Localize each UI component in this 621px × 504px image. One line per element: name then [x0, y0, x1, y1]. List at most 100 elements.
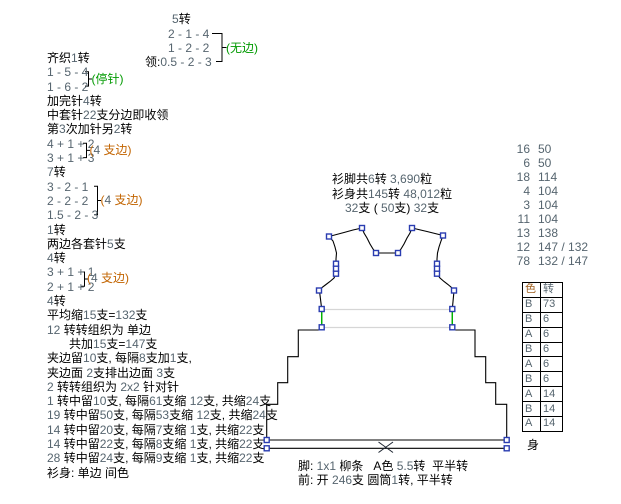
neck-bracket — [212, 33, 227, 62]
cell-turns: 6 — [540, 371, 563, 388]
pattern-line: 3 + 1 + 3 — [47, 151, 278, 165]
text-segment: 2x2 — [120, 379, 140, 394]
wubian-annotation: (无边) — [226, 41, 258, 55]
text-segment: 1 - 6 - 2 — [47, 79, 89, 94]
count-row: 11 104 — [504, 212, 588, 226]
pattern-line: 1转 — [47, 223, 278, 237]
pattern-line: 共加15支=147支 — [47, 337, 278, 351]
text-segment: 领: — [145, 54, 161, 69]
text-segment: 齐织 — [47, 51, 72, 65]
pattern-line: 7转 — [47, 165, 278, 179]
text-segment: 5 — [172, 12, 179, 26]
pattern-line: 19 转中留50支, 每隔53支缩 12支, 共缩24支 — [47, 408, 278, 422]
text-segment: 支, 共缩 — [196, 451, 240, 466]
text-segment: 145 — [368, 186, 389, 201]
text-segment: 支 — [145, 336, 158, 351]
text-segment: 支 — [265, 408, 278, 423]
text-segment: ( — [100, 193, 105, 207]
text-segment: (停针) — [91, 71, 124, 86]
color-turn-row: A 14 — [522, 386, 563, 403]
pattern-line: 2 转转组织为 2x2 针对针 — [47, 380, 278, 394]
cell-turns: 14 — [540, 416, 563, 432]
text-segment: 支= — [106, 336, 126, 351]
text-segment: 支) — [394, 201, 414, 215]
text-segment: 10 — [93, 394, 107, 409]
text-segment: 两边各套针 — [47, 236, 108, 251]
pattern-line: 中套针22支分边即收领 — [47, 108, 278, 122]
count-stitches: 104 — [538, 184, 559, 199]
stitch-marker — [358, 224, 366, 232]
count-turns: 18 — [516, 170, 530, 185]
text-segment: 2 - 2 - 2 — [47, 193, 89, 208]
text-segment: 中套针 — [47, 108, 84, 123]
text-segment: 转, 平半转 — [398, 473, 453, 487]
text-segment: 1 — [47, 394, 54, 409]
text-segment: 支缩 — [162, 451, 190, 466]
pattern-line: 1.5 - 2 - 3 — [47, 208, 278, 222]
text-segment: 支 — [135, 308, 148, 323]
text-segment: 132 — [115, 308, 136, 323]
count-stitches: 50 — [538, 156, 552, 171]
neck-shaping-line: 1 - 2 - 2 — [168, 40, 210, 55]
count-stitches: 50 — [538, 142, 552, 156]
text-segment: ( — [87, 271, 91, 285]
counts-list: 16 50 6 50 18 114 4 104 3 104 11 104 13 138 12 147 / 13… — [504, 142, 588, 268]
count-stitches: 147 / 132 — [538, 240, 589, 255]
text-segment: 支 — [252, 422, 265, 437]
hem-x-mark — [378, 441, 394, 453]
text-segment: 支 圆筒 — [352, 473, 392, 487]
text-segment: 22 — [239, 422, 253, 437]
text-segment: 支, 每隔 — [113, 451, 156, 466]
neck-shaping-line: 5转 — [172, 13, 191, 26]
text-segment: 20 — [99, 422, 114, 437]
text-segment: 7 — [47, 165, 54, 180]
stitch-marker — [503, 445, 510, 452]
text-segment: 24 — [245, 394, 260, 409]
text-segment: 32 — [345, 201, 359, 215]
text-segment: 转 — [53, 165, 66, 180]
pattern-line: 3 - 2 - 1 — [47, 180, 278, 194]
text-segment: 支 — [252, 437, 265, 452]
stitch-marker — [315, 287, 323, 294]
text-segment: 衫身共 — [332, 186, 369, 201]
count-row: 78 132 / 147 — [504, 254, 588, 268]
stitch-marker — [263, 445, 270, 452]
pattern-line: 夹边留10支, 每隔8支加1支, — [47, 351, 278, 365]
pattern-line: 14 转中留22支, 每隔8支缩 1支, 共缩22支 — [47, 437, 278, 451]
footer-note: 前: 开 246支 圆筒1转, 平半转 — [298, 474, 453, 487]
count-stitches: 114 — [538, 170, 558, 185]
pattern-line: 1 - 5 - 4 — [47, 65, 278, 79]
text-segment: 6 — [368, 172, 375, 186]
text-segment: 1 — [169, 351, 177, 366]
cell-turns: 14 — [540, 401, 563, 418]
pattern-line: 第3次加针另2转 — [47, 122, 278, 136]
text-segment: 4 — [104, 193, 112, 207]
text-segment: 4 — [93, 143, 101, 157]
text-segment: 支 — [259, 394, 272, 409]
text-segment: 10 — [83, 351, 97, 366]
annotation-brackets — [81, 33, 227, 287]
stats-line: 衫脚共6转 3,690粒 — [332, 173, 432, 186]
count-turns: 13 — [516, 226, 530, 241]
garment-outline — [266, 227, 508, 441]
text-segment: 147 — [125, 336, 146, 351]
cell-turns: 73 — [540, 296, 563, 313]
text-segment: 转 — [77, 51, 90, 65]
pattern-line: 衫身: 单边 间色 — [47, 466, 278, 480]
text-segment: 支, 每隔 — [113, 408, 156, 423]
pattern-line: 12 转转组织为 单边 — [47, 323, 278, 337]
text-segment: 转中留 — [60, 422, 100, 437]
text-segment: 衫身: 单边 间色 — [47, 465, 130, 480]
text-segment: 2 + 1 + 2 — [47, 279, 95, 294]
text-segment: 4 — [47, 294, 54, 309]
text-segment: 3 + 1 + 3 — [47, 151, 95, 166]
text-segment: 支, 每隔 — [106, 394, 150, 409]
text-segment: 8 — [155, 437, 163, 452]
text-segment: 1 - 2 - 2 — [168, 40, 210, 55]
pattern-line: 3 + 1 + 1 — [47, 265, 278, 279]
stats-line: 衫身共145转 48,012粒 — [332, 186, 452, 201]
